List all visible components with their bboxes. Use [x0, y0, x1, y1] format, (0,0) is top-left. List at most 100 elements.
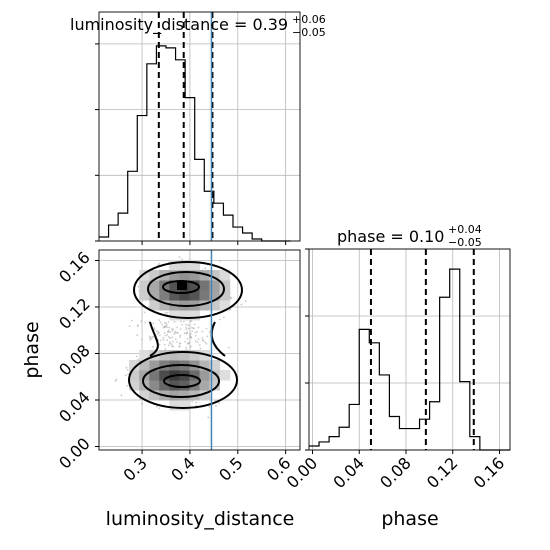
sample-point — [191, 330, 194, 333]
sample-point — [157, 330, 160, 333]
phase-x-axis-label: phase — [381, 508, 438, 530]
density-cell — [159, 380, 170, 391]
sample-point — [185, 326, 188, 329]
sample-point — [208, 405, 211, 408]
sample-point — [165, 322, 168, 325]
sample-point — [158, 263, 161, 265]
sample-point — [179, 334, 182, 337]
sample-point — [164, 334, 167, 337]
sample-point — [194, 340, 197, 343]
sample-point — [187, 342, 190, 345]
sample-point — [190, 320, 192, 323]
sample-point — [171, 336, 174, 339]
luminosity-distance-title-minus: −0.05 — [292, 26, 326, 39]
density-cell — [209, 300, 221, 311]
sample-point — [176, 326, 179, 329]
sample-point — [196, 330, 198, 333]
sample-point — [156, 332, 159, 335]
sample-point — [166, 333, 169, 336]
sample-point — [174, 338, 177, 340]
x-tick-label: 0.08 — [376, 453, 415, 492]
sample-point — [190, 337, 193, 339]
x-tick-label: 0.12 — [423, 453, 462, 492]
sample-point — [150, 337, 153, 340]
phase-title-minus: −0.05 — [448, 236, 482, 249]
sample-point — [159, 339, 162, 342]
sample-point — [164, 343, 166, 346]
sample-point — [166, 326, 168, 329]
density-cell — [139, 270, 150, 281]
density-cell — [179, 270, 190, 281]
x-tick-label: 0.5 — [215, 453, 246, 484]
density-cell — [169, 310, 180, 321]
density-cell — [169, 290, 180, 301]
density-cell — [179, 350, 190, 361]
sample-point — [180, 320, 182, 323]
sample-point — [181, 258, 183, 261]
density-cell — [179, 380, 190, 391]
sample-point — [167, 344, 170, 347]
sample-point — [207, 416, 210, 419]
density-cell — [199, 380, 210, 391]
sample-point — [152, 322, 155, 325]
x-tick-label: 0.3 — [119, 453, 150, 484]
sample-point — [186, 331, 189, 334]
density-cell — [179, 390, 190, 401]
sample-point — [158, 343, 161, 346]
sample-point — [184, 340, 187, 343]
sample-point — [183, 332, 186, 335]
sample-point — [187, 324, 190, 327]
sample-point — [204, 267, 207, 270]
y-tick-label: 0.04 — [55, 387, 94, 426]
density-cell — [209, 270, 221, 281]
density-cell — [129, 380, 140, 391]
sample-point — [169, 331, 171, 333]
density-cell — [149, 390, 160, 401]
sample-point — [173, 333, 176, 335]
bridge-contour-right — [210, 321, 226, 357]
sample-point — [168, 326, 171, 329]
density-cell — [189, 260, 200, 271]
sample-point — [179, 342, 182, 344]
joint-density-panel: 0.3 0.4 0.5 0.60.000.040.080.120.16 luminos… — [21, 248, 301, 530]
density-cell — [169, 270, 180, 281]
sample-point — [167, 321, 170, 323]
density-cell — [149, 300, 160, 311]
density-cell — [149, 270, 160, 281]
lower-mode-middle-contour — [142, 364, 220, 398]
sample-point — [194, 335, 197, 337]
phase-quantile-lines — [369, 249, 475, 450]
sample-point — [191, 326, 193, 329]
y-tick-label: 0.16 — [55, 248, 94, 287]
sample-point — [240, 303, 243, 306]
sample-point — [205, 327, 208, 330]
luminosity-distance-histogram-panel: luminosity_distance = 0.39 +0.06 −0.05 — [70, 11, 326, 245]
sample-point — [176, 341, 179, 343]
density-cell — [139, 290, 150, 301]
sample-point — [156, 405, 159, 408]
x-tick-label: 0.4 — [167, 453, 198, 484]
sample-point — [153, 327, 156, 329]
luminosity-distance-histogram-line — [99, 45, 291, 242]
density-cell — [129, 360, 140, 371]
sample-point — [171, 345, 173, 347]
sample-point — [152, 336, 155, 338]
y-tick-label: 0.00 — [55, 434, 94, 473]
sample-point — [202, 339, 204, 341]
sample-point — [155, 330, 158, 332]
sample-point — [166, 311, 169, 314]
sample-point — [168, 342, 171, 345]
density-cell — [199, 390, 210, 401]
sample-point — [195, 401, 198, 404]
density-cell — [189, 290, 200, 301]
sample-point — [205, 342, 208, 345]
density-cell — [139, 390, 150, 401]
sample-point — [228, 346, 230, 349]
phase-histogram-frame — [308, 248, 511, 451]
density-cell — [149, 290, 160, 301]
sample-point — [124, 374, 127, 377]
sample-point — [126, 369, 129, 371]
sample-point — [179, 336, 181, 338]
sample-point — [137, 324, 139, 326]
sample-point — [128, 325, 131, 327]
